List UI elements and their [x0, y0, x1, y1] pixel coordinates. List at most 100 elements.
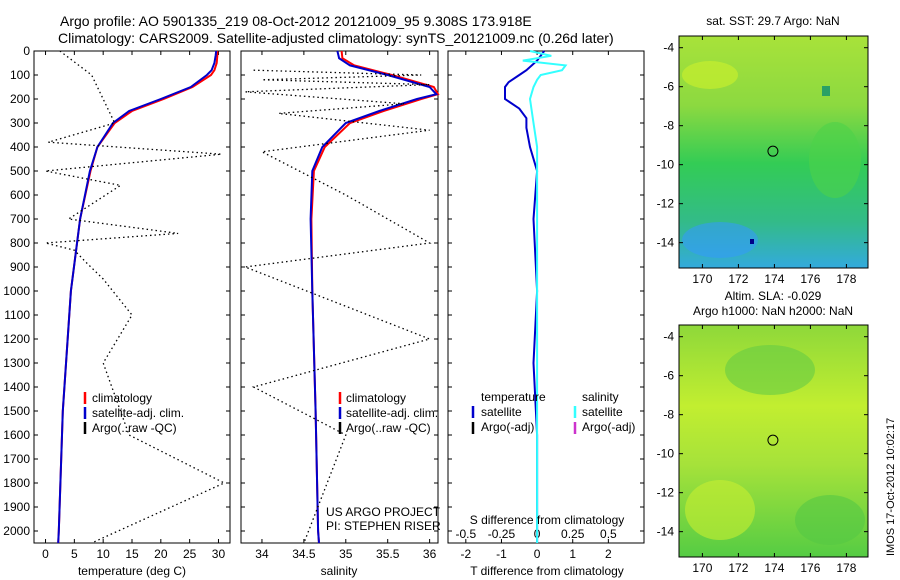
series-line-satellite-adj-clim-	[309, 50, 439, 544]
difference-legend: temperature satellite Argo(-adj) salinit…	[471, 390, 635, 434]
map-y-tick-label: -14	[657, 525, 675, 539]
y-tick-label: 0	[23, 44, 30, 58]
y-tick-label: 600	[10, 188, 30, 202]
sla-map-axes: 170 172 174 176 178 -4 -6 -8 -10 -12 -14	[657, 325, 868, 575]
x-tick-label: 36	[423, 547, 437, 561]
y-tick-label: 300	[10, 116, 30, 130]
legend-temp-argo: Argo(-adj)	[481, 420, 534, 434]
sst-map-title: sat. SST: 29.7 Argo: NaN	[706, 14, 839, 28]
legend-sal-satellite: satellite	[582, 405, 623, 419]
sla-patch	[685, 480, 755, 540]
salinity-xlabel: salinity	[321, 564, 358, 578]
map-y-tick-label: -10	[657, 158, 675, 172]
x-tick-label: 2	[605, 547, 612, 561]
legend-climatology: climatology	[346, 391, 406, 405]
map-y-tick-label: -6	[663, 80, 674, 94]
series-line-temperature-satellite	[504, 50, 546, 543]
salinity-panel	[240, 50, 439, 544]
temperature-plot: 0100200300400500600700800900100011001200…	[3, 44, 230, 561]
x-tick-label: 35.5	[376, 547, 400, 561]
legend-salinity-heading: salinity	[582, 390, 619, 404]
sla-map-title-2: Argo h1000: NaN h2000: NaN	[693, 304, 853, 318]
y-tick-label: 2000	[3, 524, 30, 538]
map-x-tick-label: 174	[764, 561, 784, 575]
legend-argo: Argo(..raw -QC)	[92, 421, 177, 435]
map-y-tick-label: -4	[663, 41, 674, 55]
x-tick-label: 15	[125, 547, 139, 561]
map-x-tick-label: 176	[800, 561, 820, 575]
x-tick-label: 25	[183, 547, 197, 561]
temperature-panel	[33, 50, 231, 544]
map-x-tick-label: 178	[836, 561, 856, 575]
map-x-tick-label: 172	[728, 272, 748, 286]
sst-map: sat. SST: 29.7 Argo: NaN 170 172 174 176 178…	[657, 14, 869, 286]
x-tick-label: 34.5	[292, 547, 316, 561]
y-tick-label: 500	[10, 164, 30, 178]
title-line-2: Climatology: CARS2009. Satellite-adjuste…	[58, 30, 614, 46]
x-tick-label: 30	[212, 547, 226, 561]
salinity-legend: climatology satellite-adj. clim. Argo(..…	[338, 391, 438, 435]
x-tick-label: -2	[460, 547, 471, 561]
x-tick-label-secondary: 0.25	[561, 527, 585, 541]
x-tick-label-secondary: -0.5	[455, 527, 476, 541]
map-y-tick-label: -14	[657, 236, 675, 250]
x-tick-label-secondary: 0.5	[600, 527, 617, 541]
credit-project: US ARGO PROJECT	[326, 505, 441, 519]
y-tick-label: 1500	[3, 404, 30, 418]
profile-location-marker	[767, 434, 779, 446]
sst-cool-patch	[682, 222, 758, 258]
temperature-xlabel: temperature (deg C)	[78, 564, 186, 578]
y-tick-label: 1200	[3, 332, 30, 346]
x-tick-label: 34	[255, 547, 269, 561]
side-stamp: IMOS 17-Oct-2012 10:02:17	[885, 418, 897, 556]
legend-temp-satellite: satellite	[481, 405, 522, 419]
legend-argo: Argo(..raw -QC)	[346, 421, 431, 435]
y-tick-label: 1300	[3, 356, 30, 370]
x-tick-label: 1	[569, 547, 576, 561]
map-x-tick-label: 174	[764, 272, 784, 286]
x-tick-label: 10	[96, 547, 110, 561]
map-x-tick-label: 172	[728, 561, 748, 575]
series-line-salinity-satellite	[522, 50, 568, 543]
y-tick-label: 100	[10, 68, 30, 82]
sst-speck	[750, 239, 754, 244]
series-line-argo-raw-qc-	[244, 69, 432, 544]
sst-speck	[822, 86, 830, 96]
legend-satellite-adj: satellite-adj. clim.	[346, 406, 438, 420]
legend-satellite-adj: satellite-adj. clim.	[92, 406, 184, 420]
temperature-legend: climatology satellite-adj. clim. Argo(..…	[83, 391, 184, 435]
difference-plot: -2 -1 0 1 2-0.5 -0.25 0 0.25 0.5	[448, 50, 644, 561]
y-tick-label: 1100	[4, 308, 30, 322]
sla-patch	[725, 345, 815, 395]
map-x-tick-label: 178	[836, 272, 856, 286]
profile-location-marker	[767, 145, 779, 157]
x-tick-label-secondary: -0.25	[488, 527, 516, 541]
y-tick-label: 900	[10, 260, 30, 274]
y-tick-label: 400	[10, 140, 30, 154]
sla-patch	[795, 495, 865, 545]
x-tick-label: 0	[42, 547, 49, 561]
y-tick-label: 1900	[3, 500, 30, 514]
credit-pi: PI: STEPHEN RISER	[326, 519, 441, 533]
series-line-satellite-adj-clim-	[57, 50, 218, 544]
title-line-1: Argo profile: AO 5901335_219 08-Oct-2012…	[60, 13, 532, 29]
y-tick-label: 200	[10, 92, 30, 106]
y-tick-label: 1800	[3, 476, 30, 490]
sst-map-axes: 170 172 174 176 178 -4 -6 -8 -10 -12 -14	[657, 36, 868, 286]
sla-map-title-1: Altim. SLA: -0.029	[725, 289, 822, 303]
map-y-tick-label: -10	[657, 447, 675, 461]
y-tick-label: 1600	[3, 428, 30, 442]
legend-sal-argo: Argo(-adj)	[582, 420, 635, 434]
difference-panel	[447, 50, 645, 544]
s-difference-xlabel: S difference from climatology	[470, 513, 625, 527]
sst-warm-patch	[682, 61, 738, 89]
map-y-tick-label: -12	[657, 486, 675, 500]
map-x-tick-label: 170	[692, 561, 712, 575]
y-tick-label: 800	[10, 236, 30, 250]
x-tick-label: 0	[534, 547, 541, 561]
y-tick-label: 1000	[3, 284, 30, 298]
x-tick-label: 20	[154, 547, 168, 561]
sla-map: Altim. SLA: -0.029 Argo h1000: NaN h2000…	[657, 289, 869, 575]
map-y-tick-label: -8	[663, 408, 674, 422]
